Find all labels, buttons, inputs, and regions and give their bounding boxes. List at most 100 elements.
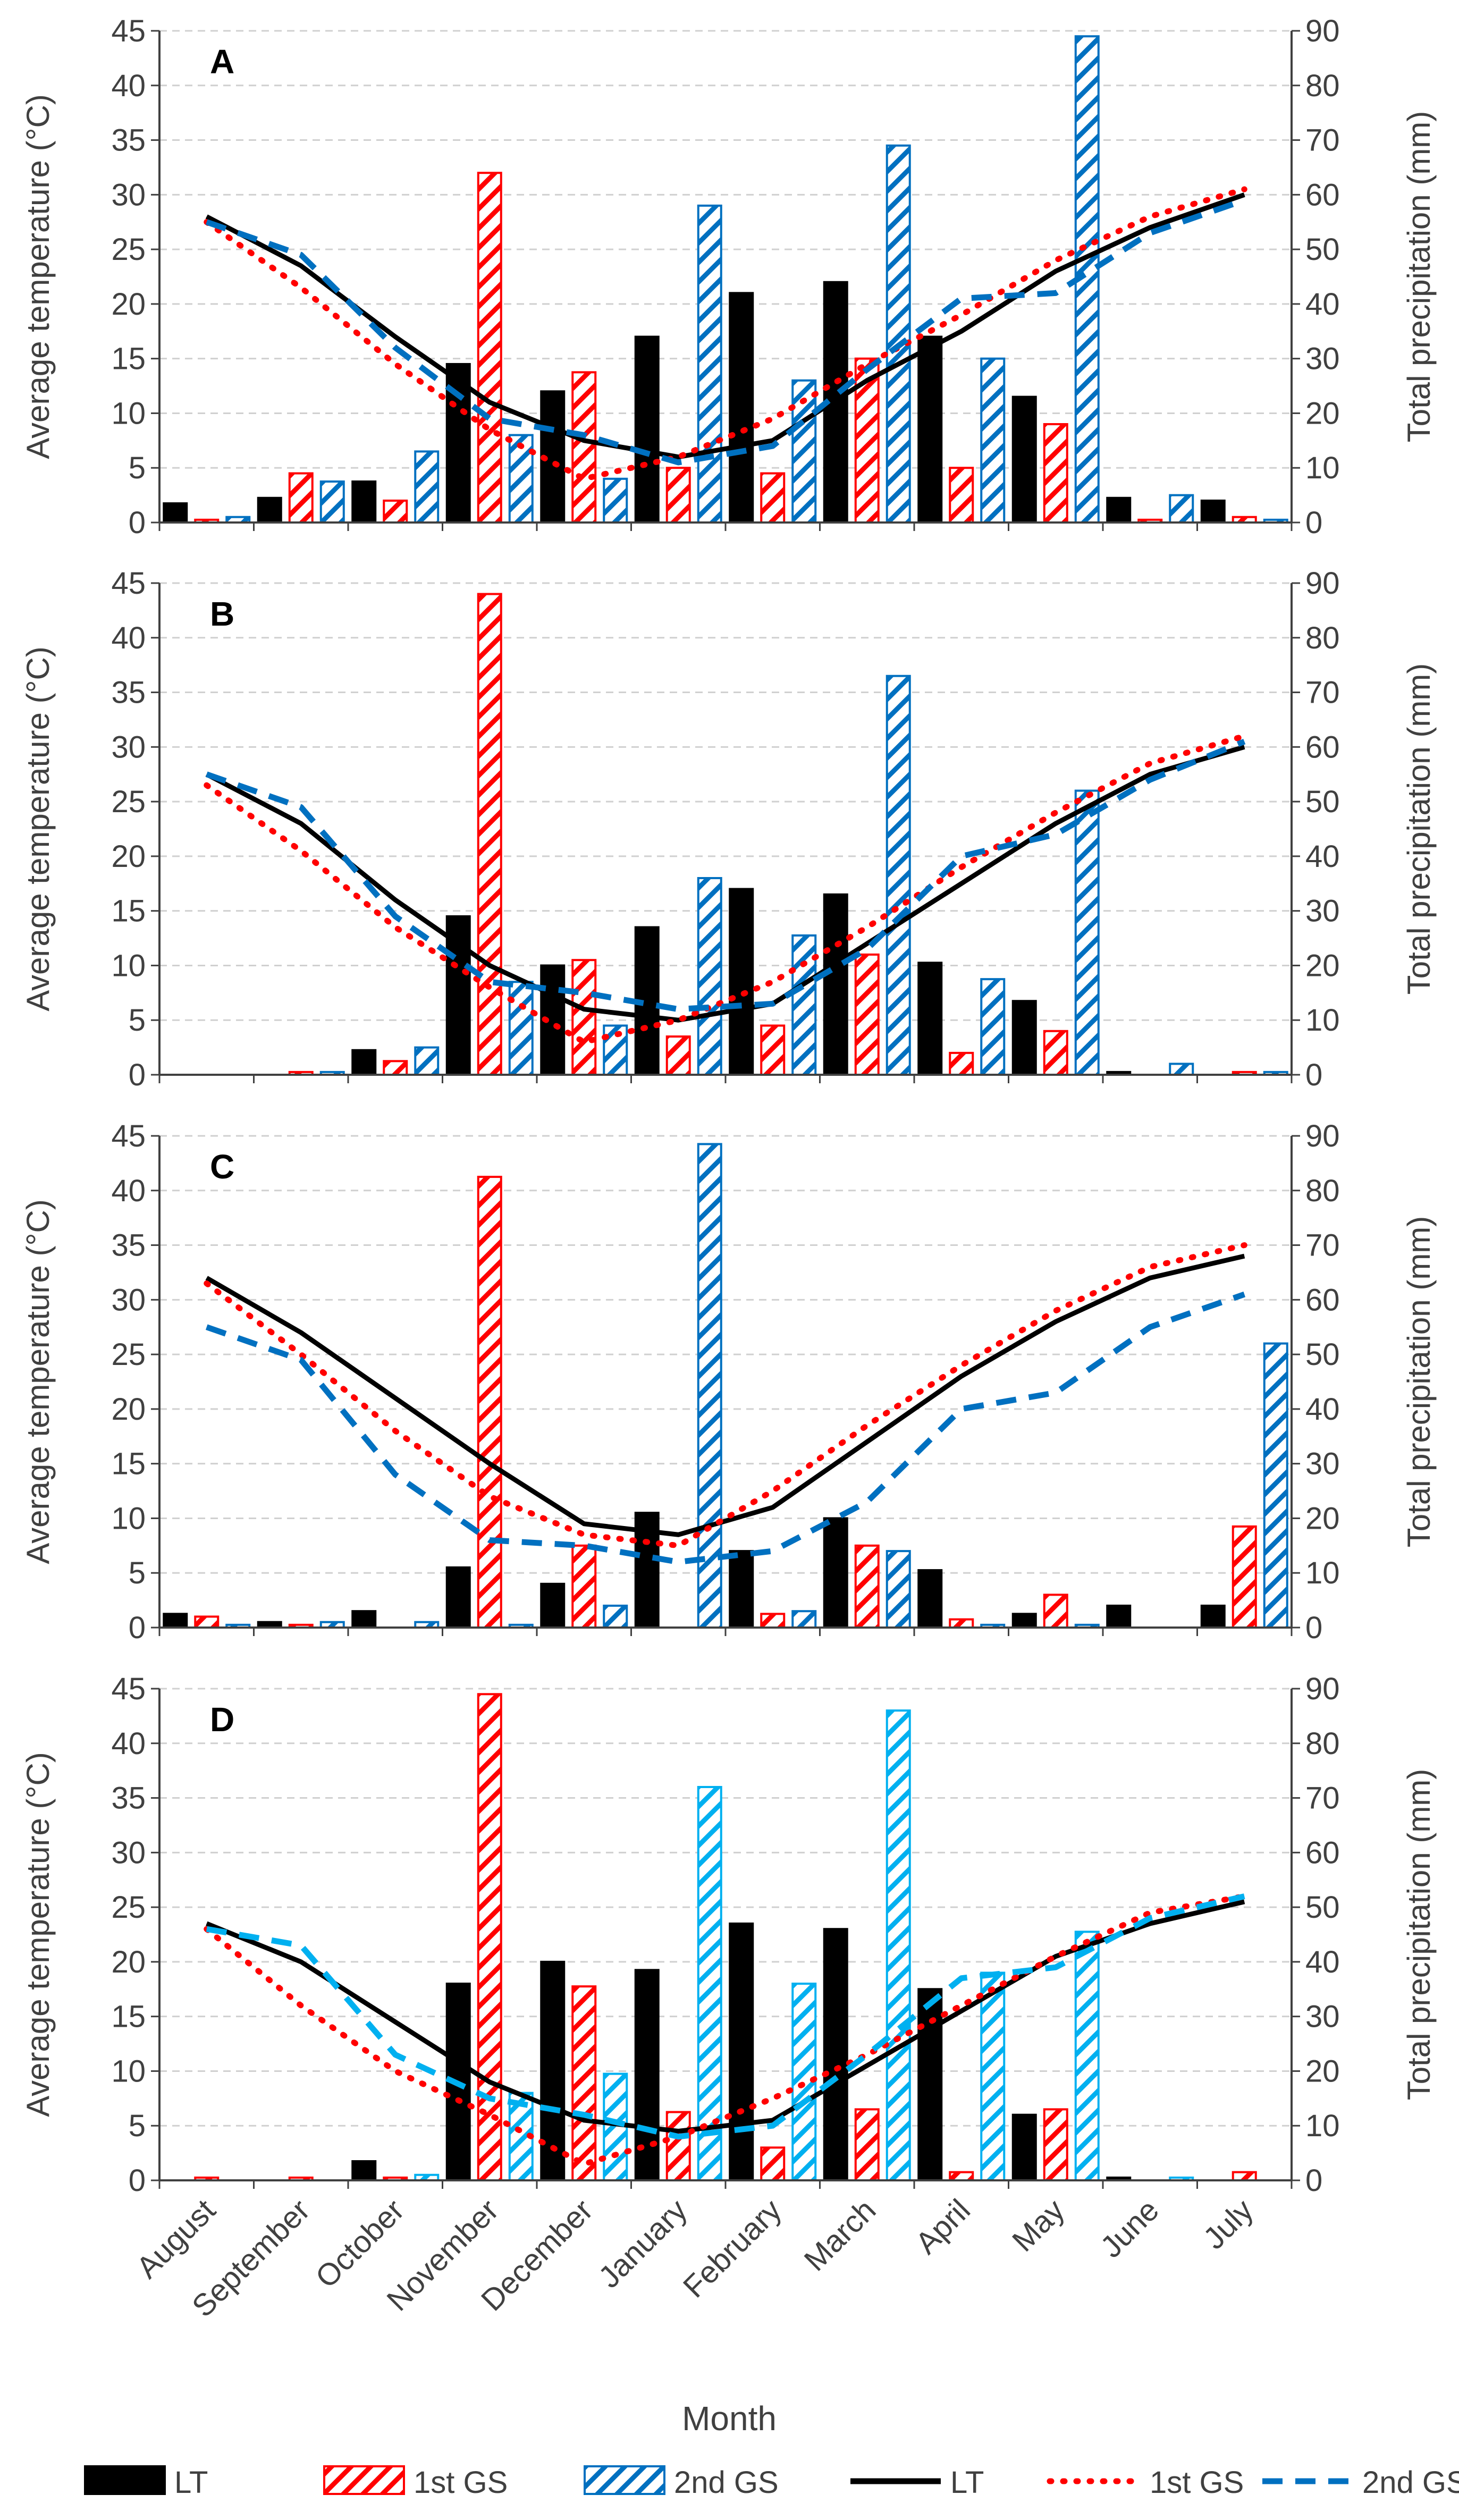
panel-d: 0 5 10 15 20 25 30 35 40 45 0 10 20 30 40 50 60 70 80 90 D Av… [20,1672,1437,2198]
right-tick-label-0: 0 [1305,2163,1322,2198]
line-2nd-gs [205,197,1246,466]
bar-lt-august [163,502,188,524]
left-tick-label-0: 0 [129,1058,146,1092]
bar-2nd-gs-february [791,1610,817,1629]
bar-2nd-gs-december [603,477,628,524]
left-tick-label-30: 30 [111,1835,146,1870]
x-axis-title: Month [682,2399,777,2438]
x-label-august: August [130,2193,222,2285]
legend-bar-2nd-gs-swatch [584,2465,665,2495]
bar-1st-gs-february [760,472,786,524]
left-tick-label-35: 35 [111,1228,146,1263]
bar-2nd-gs-july [1263,1342,1288,1629]
left-tick-label-45: 45 [111,566,146,601]
legend-line-lt: LT [850,2465,984,2500]
right-tick-label-40: 40 [1305,287,1340,322]
left-tick-label-30: 30 [111,178,146,212]
left-tick-label-35: 35 [111,123,146,158]
bar-2nd-gs-march [885,144,911,524]
left-tick-label-25: 25 [111,785,146,819]
bar-lt-july [1200,499,1226,524]
bar-1st-gs-february [760,1024,786,1076]
bar-lt-september [257,496,282,524]
bar-1st-gs-january [665,1035,691,1076]
left-tick-label-40: 40 [111,1726,146,1761]
x-label-june: June [1094,2193,1166,2264]
bar-lt-february [729,1550,754,1629]
bar-2nd-gs-june [1169,1063,1194,1076]
legend-bar-1st-gs-text: 1st GS [414,2465,508,2500]
bar-1st-gs-september [288,472,314,524]
bar-1st-gs-april [949,2171,974,2181]
right-tick-label-10: 10 [1305,1556,1340,1590]
bar-2nd-gs-march [885,1709,911,2181]
right-tick-label-60: 60 [1305,1283,1340,1317]
bar-lt-april [917,962,943,1076]
right-tick-label-90: 90 [1305,566,1340,601]
bar-1st-gs-april [949,1051,974,1076]
legend-bar-1st-gs-swatch [323,2465,405,2495]
panel-label-b: B [210,595,234,633]
x-label-july: July [1197,2193,1260,2256]
right-tick-label-80: 80 [1305,1174,1340,1208]
right-tick-label-30: 30 [1305,1447,1340,1481]
left-tick-label-45: 45 [111,1119,146,1153]
legend-bar-1st-gs: 1st GS [323,2465,508,2500]
bar-2nd-gs-april [980,978,1006,1076]
right-tick-label-10: 10 [1305,1003,1340,1038]
right-tick-label-10: 10 [1305,451,1340,485]
right-tick-label-70: 70 [1305,123,1340,158]
left-tick-label-45: 45 [111,14,146,48]
y-axis-right-title: Total precipitation (mm) [1401,1769,1437,2101]
legend-line-2nd-gs-text: 2nd GS [1362,2465,1459,2500]
bar-2nd-gs-december [603,1604,628,1629]
bar-lt-october [351,1049,377,1076]
legend-line-1st-gs: 1st GS [1047,2465,1244,2500]
right-tick-label-50: 50 [1305,1890,1340,1925]
bar-lt-march [823,893,848,1076]
bar-1st-gs-december [571,1544,597,1629]
bar-lt-march [823,1517,848,1629]
bar-lt-february [729,1922,754,2181]
bar-2nd-gs-january [697,204,722,524]
right-tick-label-20: 20 [1305,2054,1340,2088]
x-label-march: March [798,2193,883,2278]
legend-line-2nd-gs: 2nd GS [1262,2465,1459,2500]
y-axis-right-title: Total precipitation (mm) [1401,111,1437,443]
left-tick-label-15: 15 [111,894,146,929]
legend-bar-lt-text: LT [174,2465,208,2500]
right-tick-label-90: 90 [1305,14,1340,48]
bar-1st-gs-august [194,1615,220,1629]
bar-2nd-gs-october [414,1046,440,1076]
bar-1st-gs-november [477,1693,502,2182]
bar-lt-april [917,1988,943,2182]
right-tick-label-20: 20 [1305,396,1340,431]
panels-layer: 0510152025303540450102030405060708090AAv… [20,14,1437,2198]
y-axis-right-title: Total precipitation (mm) [1401,1216,1437,1548]
bar-lt-january [634,335,660,524]
left-tick-label-15: 15 [111,2000,146,2034]
bar-2nd-gs-april [980,357,1006,524]
bar-2nd-gs-may [1074,789,1100,1076]
left-tick-label-10: 10 [111,2054,146,2088]
right-tick-label-60: 60 [1305,1835,1340,1870]
bar-2nd-gs-march [885,1550,911,1629]
left-tick-label-40: 40 [111,621,146,655]
left-tick-label-20: 20 [111,1392,146,1427]
legend-bar-lt: LT [84,2465,208,2500]
bar-2nd-gs-january [697,877,722,1076]
right-tick-label-30: 30 [1305,894,1340,929]
bar-1st-gs-january [665,2111,691,2182]
bar-2nd-gs-february [791,934,817,1076]
panel-c: 0 5 10 15 20 25 30 35 40 45 0 10 20 30 40 50 60 70 80 90 C Av… [20,1119,1437,1645]
left-tick-label-35: 35 [111,676,146,710]
bar-lt-december [540,964,566,1076]
right-tick-label-20: 20 [1305,1501,1340,1536]
bar-1st-gs-may [1043,1030,1068,1076]
bar-lt-november [445,1566,471,1629]
x-axis-labels: AugustSeptemberOctoberNovemberDecemberJa… [130,2193,1260,2324]
bar-2nd-gs-march [885,675,911,1076]
line-lt [206,1899,1245,2134]
